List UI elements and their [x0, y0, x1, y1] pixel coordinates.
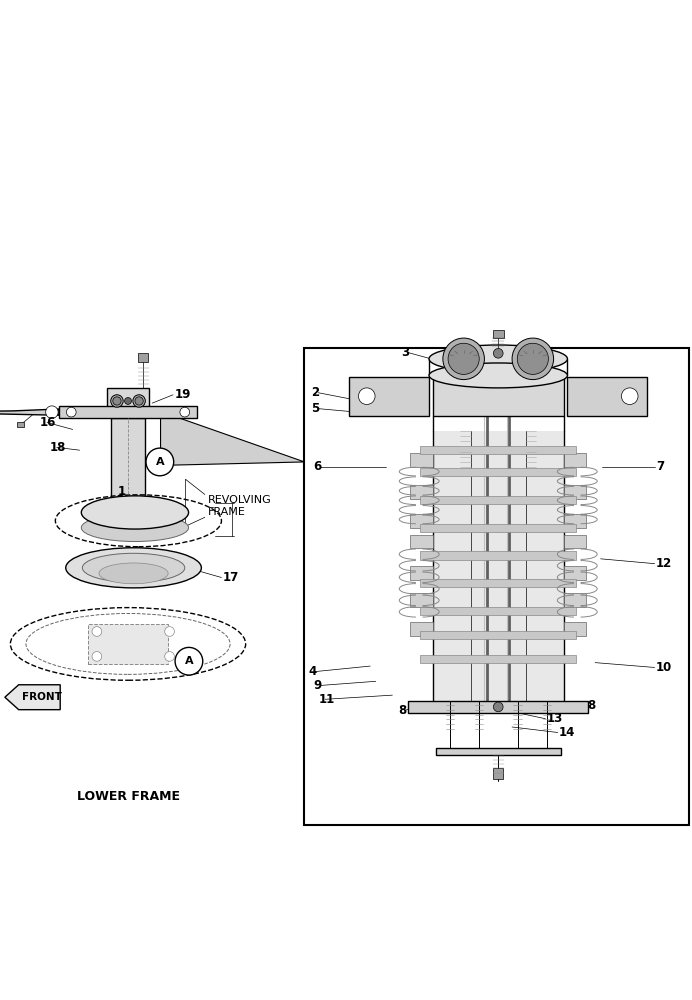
- Text: 12: 12: [656, 557, 672, 570]
- Bar: [420, 524, 576, 532]
- Circle shape: [180, 407, 190, 417]
- Bar: [89, 624, 167, 664]
- Bar: [564, 535, 586, 548]
- Circle shape: [92, 627, 102, 636]
- Text: 14: 14: [559, 726, 576, 739]
- Bar: [420, 446, 576, 454]
- Bar: [410, 622, 432, 636]
- Bar: [564, 622, 586, 636]
- Text: 8: 8: [398, 704, 406, 717]
- Circle shape: [133, 395, 145, 407]
- Text: 1: 1: [118, 485, 126, 498]
- Bar: [564, 593, 586, 607]
- Bar: [410, 593, 432, 607]
- Circle shape: [448, 343, 479, 374]
- Circle shape: [66, 407, 76, 417]
- Ellipse shape: [66, 548, 201, 588]
- Bar: [420, 607, 576, 615]
- Text: 3: 3: [401, 346, 410, 359]
- Bar: [436, 748, 561, 755]
- Bar: [107, 388, 149, 417]
- Text: 11: 11: [318, 693, 334, 706]
- Text: FRONT: FRONT: [21, 692, 62, 702]
- Ellipse shape: [82, 496, 188, 529]
- Bar: [410, 514, 432, 528]
- Circle shape: [92, 652, 102, 661]
- Circle shape: [135, 397, 143, 405]
- Text: 9: 9: [313, 679, 322, 692]
- Bar: [420, 655, 576, 663]
- Ellipse shape: [82, 514, 188, 542]
- Text: A: A: [156, 457, 164, 467]
- Bar: [564, 514, 586, 528]
- Text: 2: 2: [311, 386, 320, 399]
- Polygon shape: [5, 685, 60, 710]
- Circle shape: [517, 343, 549, 374]
- Bar: [432, 431, 564, 701]
- Text: A: A: [185, 656, 193, 666]
- Text: 17: 17: [223, 571, 239, 584]
- Bar: [410, 453, 432, 467]
- Ellipse shape: [429, 345, 567, 373]
- Text: REVOLVING: REVOLVING: [208, 495, 271, 505]
- Circle shape: [493, 702, 503, 712]
- Bar: [420, 468, 576, 476]
- Circle shape: [111, 395, 123, 407]
- Bar: [349, 377, 429, 416]
- Bar: [410, 535, 432, 548]
- Bar: [420, 579, 576, 587]
- Ellipse shape: [429, 363, 567, 388]
- Bar: [59, 406, 197, 418]
- Bar: [564, 566, 586, 580]
- Circle shape: [358, 388, 375, 405]
- Circle shape: [125, 398, 131, 404]
- Text: FRAME: FRAME: [208, 507, 246, 517]
- Bar: [138, 353, 148, 362]
- Polygon shape: [161, 411, 304, 465]
- Text: 8: 8: [587, 699, 595, 712]
- Bar: [493, 768, 503, 779]
- Text: 7: 7: [656, 460, 664, 473]
- Bar: [408, 701, 588, 713]
- Circle shape: [46, 406, 58, 418]
- Bar: [420, 631, 576, 639]
- Circle shape: [146, 448, 174, 476]
- Circle shape: [165, 627, 174, 636]
- Bar: [410, 566, 432, 580]
- Circle shape: [175, 647, 203, 675]
- Text: 4: 4: [308, 665, 316, 678]
- Text: 5: 5: [311, 402, 320, 415]
- Ellipse shape: [99, 563, 168, 584]
- Text: 16: 16: [40, 416, 57, 429]
- Bar: [410, 485, 432, 499]
- Bar: [304, 348, 689, 825]
- Bar: [111, 418, 145, 507]
- Text: 19: 19: [174, 388, 191, 401]
- Circle shape: [493, 348, 503, 358]
- Ellipse shape: [82, 553, 185, 582]
- Text: 6: 6: [313, 460, 322, 473]
- Circle shape: [621, 388, 638, 405]
- Circle shape: [512, 338, 554, 380]
- Bar: [564, 453, 586, 467]
- Text: 10: 10: [656, 661, 672, 674]
- Bar: [493, 330, 504, 338]
- Bar: [420, 496, 576, 504]
- Circle shape: [113, 397, 121, 405]
- Circle shape: [165, 652, 174, 661]
- Bar: [432, 377, 564, 416]
- Bar: [567, 377, 647, 416]
- Text: 18: 18: [50, 441, 66, 454]
- Text: LOWER FRAME: LOWER FRAME: [77, 790, 179, 803]
- Bar: [420, 551, 576, 560]
- Text: 13: 13: [547, 712, 563, 725]
- Polygon shape: [0, 409, 59, 415]
- Circle shape: [443, 338, 484, 380]
- Bar: [564, 485, 586, 499]
- Bar: [17, 422, 24, 427]
